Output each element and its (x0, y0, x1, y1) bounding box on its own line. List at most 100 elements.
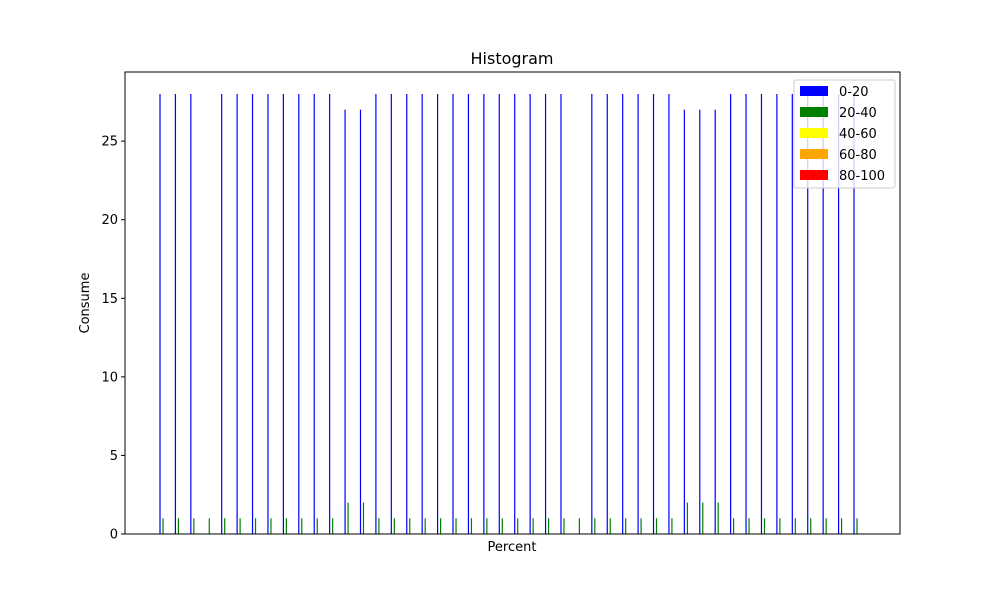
bar-20-40-44 (840, 518, 843, 534)
bar-0-20-17 (421, 94, 423, 534)
bar-20-40-39 (763, 518, 766, 534)
bar-20-40-28 (594, 518, 596, 534)
y-tick-label: 5 (110, 449, 118, 464)
bar-20-40-2 (193, 518, 195, 534)
y-tick-label: 0 (110, 528, 118, 543)
bar-20-40-5 (239, 518, 241, 534)
bar-20-40-43 (825, 518, 827, 534)
bar-20-40-4 (224, 518, 226, 534)
y-tick-label: 10 (101, 370, 118, 385)
bar-0-20-25 (544, 94, 547, 534)
bar-20-40-37 (733, 518, 735, 534)
bar-0-20-7 (267, 94, 269, 534)
legend-swatch (800, 107, 828, 117)
legend-swatch (800, 170, 828, 180)
bar-0-20-21 (483, 94, 485, 534)
bar-20-40-40 (779, 518, 781, 534)
bar-0-20-1 (174, 94, 177, 534)
bar-20-40-34 (686, 502, 688, 534)
legend-label: 60-80 (839, 148, 877, 163)
legend-label: 20-40 (839, 106, 877, 121)
legend-label: 0-20 (839, 85, 869, 100)
bar-0-20-45 (853, 94, 855, 534)
bar-20-40-24 (532, 518, 534, 534)
legend-swatch (800, 149, 828, 159)
bar-0-20-6 (251, 94, 254, 534)
legend: 0-20 20-40 40-60 60-80 80-100 (793, 79, 896, 189)
bar-0-20-20 (467, 94, 470, 534)
bar-0-20-9 (298, 94, 300, 534)
bar-20-40-27 (578, 518, 580, 534)
y-axis: 0 5 10 15 20 25 (101, 135, 125, 543)
bar-0-20-39 (760, 94, 763, 534)
bar-20-40-35 (702, 502, 704, 534)
y-tick-label: 25 (101, 135, 118, 150)
bar-20-40-3 (208, 518, 210, 534)
bar-20-40-0 (162, 518, 164, 534)
bar-0-20-22 (498, 94, 500, 534)
bar-20-40-18 (440, 518, 442, 534)
bar-0-20-18 (437, 94, 439, 534)
bar-0-20-10 (313, 94, 315, 534)
bar-0-20-15 (390, 94, 392, 534)
bar-0-20-4 (221, 94, 223, 534)
bar-20-40-1 (177, 518, 180, 534)
bar-20-40-22 (501, 518, 503, 534)
bar-0-20-43 (822, 94, 824, 534)
bar-0-20-28 (591, 94, 593, 534)
bar-0-20-41 (791, 94, 793, 534)
bar-20-40-21 (486, 518, 488, 534)
bar-0-20-23 (514, 94, 516, 534)
bar-0-20-12 (344, 109, 346, 535)
bar-0-20-29 (606, 94, 608, 534)
bar-0-20-33 (668, 94, 670, 534)
bar-20-40-11 (332, 518, 334, 534)
bar-0-20-42 (807, 94, 809, 534)
bar-0-20-31 (637, 94, 639, 534)
y-tick-label: 20 (101, 213, 118, 228)
bar-20-40-8 (285, 518, 287, 534)
bar-20-40-45 (856, 518, 858, 534)
bar-20-40-15 (393, 518, 395, 534)
bar-0-20-32 (652, 94, 655, 534)
bar-20-40-23 (517, 518, 519, 534)
legend-label: 40-60 (839, 127, 877, 142)
bar-20-40-9 (301, 518, 303, 534)
bar-20-40-16 (409, 518, 411, 534)
bar-0-20-19 (452, 94, 454, 534)
bar-20-40-42 (810, 518, 812, 534)
bar-0-20-13 (359, 109, 362, 535)
bar-0-20-2 (190, 94, 192, 534)
bar-0-20-14 (375, 94, 377, 534)
bar-20-40-31 (640, 518, 642, 534)
bar-0-20-26 (560, 94, 562, 534)
y-axis-label: Consume (78, 273, 93, 334)
bar-20-40-38 (748, 518, 750, 534)
bar-0-20-8 (282, 94, 284, 534)
bar-20-40-17 (424, 518, 426, 534)
chart-title: Histogram (471, 49, 554, 68)
legend-swatch (800, 128, 828, 138)
bar-20-40-20 (470, 518, 473, 534)
plot-frame (124, 71, 901, 535)
bar-0-20-11 (329, 94, 331, 534)
bar-20-40-36 (717, 502, 719, 534)
bar-20-40-41 (794, 518, 796, 534)
bar-0-20-34 (683, 109, 685, 535)
bar-0-20-37 (730, 94, 732, 534)
bar-20-40-29 (609, 518, 611, 534)
bar-20-40-30 (625, 518, 627, 534)
bar-20-40-32 (655, 518, 658, 534)
bar-20-40-6 (254, 518, 257, 534)
bar-0-20-38 (745, 94, 747, 534)
bar-20-40-10 (316, 518, 318, 534)
legend-label: 80-100 (839, 169, 885, 184)
bar-20-40-7 (270, 518, 272, 534)
x-axis-label: Percent (488, 540, 537, 555)
bar-0-20-44 (837, 94, 840, 534)
bars-group (159, 94, 858, 535)
bar-20-40-33 (671, 518, 673, 534)
bar-0-20-16 (406, 94, 408, 534)
